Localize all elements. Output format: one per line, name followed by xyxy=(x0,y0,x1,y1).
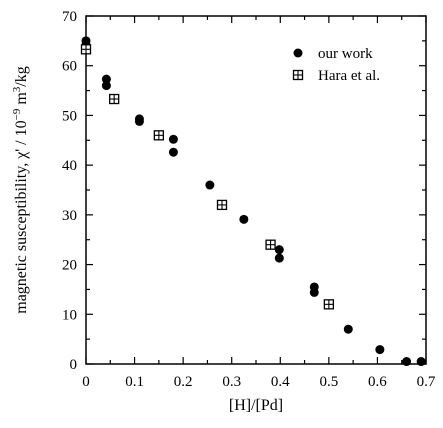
point-our-work xyxy=(274,245,284,255)
point-our-work xyxy=(101,74,111,84)
point-hara xyxy=(323,299,335,310)
axis-ticks xyxy=(85,15,427,365)
point-our-work xyxy=(168,134,178,144)
y-tick-label: 30 xyxy=(62,208,77,224)
y-tick-label: 60 xyxy=(62,59,77,75)
point-hara xyxy=(216,199,228,211)
y-tick-label: 0 xyxy=(70,357,78,373)
legend-marker-hara xyxy=(292,69,304,81)
point-our-work xyxy=(134,116,144,126)
x-tick-label: 0.6 xyxy=(368,374,387,390)
legend-label-our-work: our work xyxy=(318,46,373,62)
x-tick-label: 0.3 xyxy=(222,374,241,390)
y-tick-label: 10 xyxy=(62,307,77,323)
point-our-work xyxy=(416,357,426,367)
point-our-work xyxy=(205,180,215,190)
x-tick-label: 0.4 xyxy=(271,374,290,390)
y-axis-title-exp2: 3 xyxy=(11,86,23,92)
data-points xyxy=(80,36,426,367)
point-our-work xyxy=(239,214,249,224)
x-tick-label: 0.5 xyxy=(319,374,338,390)
y-tick-label: 40 xyxy=(62,158,77,174)
legend-marker-our-work xyxy=(293,48,303,58)
y-tick-label: 70 xyxy=(62,9,77,25)
point-hara xyxy=(80,44,92,55)
y-tick-label: 50 xyxy=(62,108,77,124)
point-hara xyxy=(109,93,120,105)
y-axis-title: magnetic susceptibility, χ' / 10−9 m3/kg xyxy=(11,66,30,313)
y-axis-title-main: magnetic susceptibility, χ' / 10 xyxy=(13,120,30,313)
point-hara xyxy=(153,130,165,141)
point-our-work xyxy=(343,324,353,334)
x-tick-label: 0.1 xyxy=(125,374,144,390)
point-our-work xyxy=(101,81,111,91)
x-tick-labels: 0 0.1 0.2 0.3 0.4 0.5 0.6 0.7 xyxy=(82,374,436,390)
x-tick-label: 0.7 xyxy=(417,374,436,390)
y-axis-title-exp: −9 xyxy=(11,108,23,120)
x-tick-label: 0.2 xyxy=(174,374,193,390)
point-hara xyxy=(265,239,276,250)
point-our-work xyxy=(375,345,385,355)
point-our-work xyxy=(309,287,319,297)
point-our-work xyxy=(274,253,284,263)
x-axis-title: [H]/[Pd] xyxy=(229,397,283,414)
y-axis-title-mid: m xyxy=(13,92,30,109)
y-axis-title-end: /kg xyxy=(13,66,30,86)
y-tick-labels: 0 10 20 30 40 50 60 70 xyxy=(62,9,77,373)
point-our-work xyxy=(402,357,412,367)
legend-label-hara: Hara et al. xyxy=(318,68,380,84)
legend: our work Hara et al. xyxy=(292,46,380,84)
point-our-work xyxy=(168,147,178,157)
y-tick-label: 20 xyxy=(62,258,77,274)
x-tick-label: 0 xyxy=(82,374,90,390)
